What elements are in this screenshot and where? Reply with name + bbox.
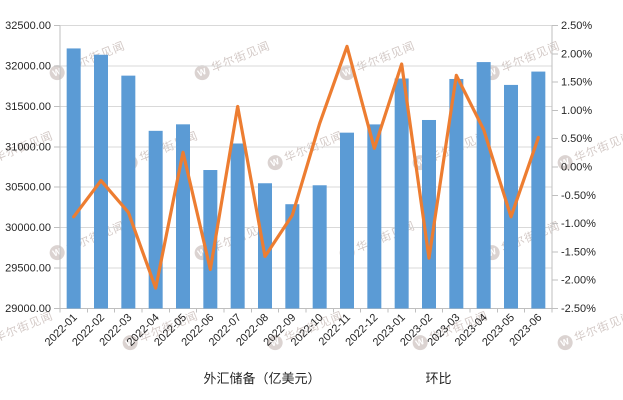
legend-item-mom: 环比: [391, 368, 452, 387]
bar-2023-01: [394, 78, 409, 309]
y-axis-left-tick-label: 29000.00: [5, 303, 51, 315]
y-axis-right-tick-label: 0.50%: [561, 133, 592, 145]
y-axis-right-tick-label: 1.50%: [561, 77, 592, 89]
legend-label-fx-reserves: 外汇储备（亿美元）: [203, 371, 321, 386]
line-swatch-icon: [391, 376, 421, 379]
y-axis-right-tick-label: -2.50%: [561, 303, 596, 315]
bar-2022-07: [230, 143, 245, 309]
legend: 外汇储备（亿美元） 环比: [0, 368, 623, 387]
bar-2023-03: [449, 78, 464, 309]
y-axis-left-tick-label: 31500.00: [5, 101, 51, 113]
bar-swatch-icon: [171, 375, 198, 381]
bar-2022-03: [121, 75, 136, 309]
y-axis-left-tick-label: 29500.00: [5, 263, 51, 275]
y-axis-left-tick-label: 30500.00: [5, 182, 51, 194]
bar-2023-05: [504, 84, 518, 309]
bar-2022-09: [285, 204, 300, 309]
y-axis-left-tick-label: 32000.00: [5, 60, 51, 72]
bar-2022-01: [66, 48, 81, 309]
y-axis-right-tick-label: 2.50%: [561, 20, 592, 32]
legend-item-fx-reserves: 外汇储备（亿美元）: [171, 368, 320, 387]
y-axis-right-tick-label: 0.00%: [561, 162, 592, 174]
y-axis-left-tick-label: 30000.00: [5, 222, 51, 234]
y-axis-right-tick-label: -2.00%: [561, 275, 596, 287]
bar-2023-06: [531, 71, 546, 309]
bar-2022-12: [367, 124, 382, 309]
bar-2022-06: [203, 170, 218, 309]
bar-2022-10: [312, 185, 327, 309]
y-axis-left-tick-label: 32500.00: [5, 20, 51, 32]
y-axis-left-tick-label: 31000.00: [5, 141, 51, 153]
legend-label-mom: 环比: [425, 371, 452, 386]
y-axis-right-tick-label: 2.00%: [561, 48, 592, 60]
y-axis-right-tick-label: 1.00%: [561, 105, 592, 117]
y-axis-right-tick-label: -1.00%: [561, 218, 596, 230]
y-axis-right-tick-label: -0.50%: [561, 190, 596, 202]
y-axis-right-tick-label: -1.50%: [561, 246, 596, 258]
bar-2023-04: [476, 62, 491, 309]
bar-2022-11: [340, 132, 354, 309]
bar-2022-08: [258, 183, 272, 309]
line-series-mom: [72, 44, 540, 290]
